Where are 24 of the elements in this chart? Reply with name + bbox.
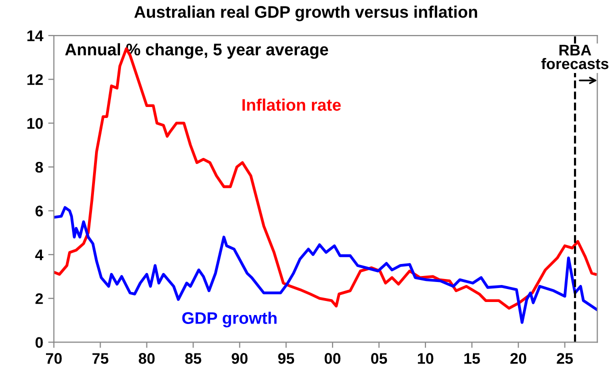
x-tick-label: 25 xyxy=(556,353,573,364)
x-tick-label: 00 xyxy=(324,353,340,364)
x-tick-label: 90 xyxy=(232,353,248,364)
y-tick-label: 2 xyxy=(35,293,43,304)
y-tick-label: 10 xyxy=(27,118,43,129)
y-tick-label: 0 xyxy=(36,337,43,348)
x-tick-label: 15 xyxy=(464,353,480,364)
chart-title: Australian real GDP growth versus inflation xyxy=(134,6,478,22)
x-tick-label: 85 xyxy=(185,353,202,364)
y-tick-label: 12 xyxy=(27,74,43,85)
x-tick-label: 75 xyxy=(92,353,108,364)
x-tick-label: 10 xyxy=(418,353,434,364)
y-tick-label: 6 xyxy=(36,206,43,216)
y-tick-label: 4 xyxy=(35,250,44,260)
text: Inflation rate xyxy=(242,98,341,111)
y-tick-label: 8 xyxy=(35,162,43,173)
x-tick-label: 70 xyxy=(46,353,62,364)
ref-line-label: RBA forecasts xyxy=(541,44,608,70)
x-tick-label: 80 xyxy=(138,353,155,364)
x-tick-label: 95 xyxy=(278,353,294,364)
series-label: GDP growth xyxy=(182,312,277,328)
y-tick-label: 14 xyxy=(27,30,44,42)
x-tick-label: 05 xyxy=(371,353,388,364)
x-tick-label: 20 xyxy=(510,353,526,364)
